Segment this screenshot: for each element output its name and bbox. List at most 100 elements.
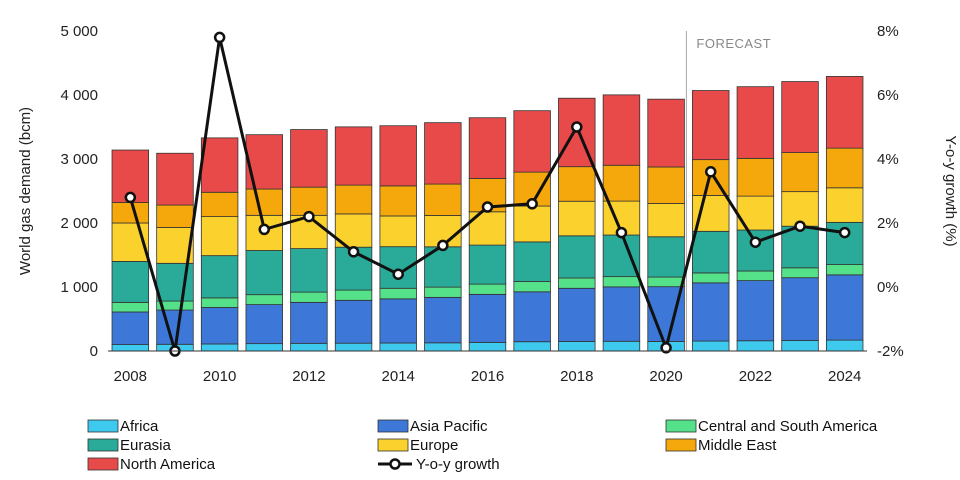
y2-tick-label: -2% [877, 343, 904, 360]
bar-eurasia-2021 [692, 230, 730, 274]
bar-central-and-south-america-2019 [602, 276, 641, 288]
bar-europe-2020 [647, 203, 685, 238]
bar-asia-pacific-2016 [468, 293, 507, 343]
x-tick-label: 2008 [114, 368, 147, 385]
y2-tick-label: 0% [877, 279, 899, 296]
bar-eurasia-2023 [781, 225, 819, 269]
legend-label: Central and South America [698, 418, 878, 435]
bar-north-america-2013 [334, 126, 373, 186]
legend-label: Africa [120, 418, 159, 435]
bar-north-america-2024 [825, 76, 864, 149]
y-tick-label: 1 000 [60, 279, 98, 296]
x-tick-label: 2012 [292, 368, 325, 385]
bar-north-america-2015 [424, 122, 462, 185]
bar-north-america-2019 [602, 94, 641, 166]
y-tick-label: 3 000 [60, 151, 98, 168]
bar-north-america-2017 [513, 110, 551, 173]
growth-point-2014 [392, 268, 404, 280]
y2-tick-label: 4% [877, 151, 899, 168]
growth-point-2019 [615, 226, 628, 239]
bar-central-and-south-america-2016 [468, 283, 507, 295]
bar-africa-2024 [825, 339, 864, 352]
bar-middle-east-2020 [647, 166, 685, 204]
bar-central-and-south-america-2018 [558, 277, 596, 289]
bar-middle-east-2010 [200, 191, 239, 217]
bar-middle-east-2008 [111, 202, 150, 224]
bar-north-america-2023 [781, 81, 819, 153]
bar-africa-2019 [602, 340, 641, 352]
y2-axis-title: Y-o-y growth (%) [942, 135, 959, 246]
bar-eurasia-2010 [200, 255, 239, 299]
y2-tick-label: 2% [877, 215, 899, 232]
bar-africa-2016 [468, 341, 507, 352]
legend-label: Asia Pacific [410, 418, 488, 435]
bar-africa-2013 [334, 342, 373, 352]
growth-point-2017 [526, 198, 538, 210]
legend-swatch [665, 419, 697, 433]
legend-label: Eurasia [120, 437, 172, 454]
legend-swatch [665, 438, 697, 452]
growth-point-2013 [347, 246, 360, 258]
bar-north-america-2020 [647, 98, 685, 168]
bar-asia-pacific-2010 [200, 307, 239, 345]
bar-asia-pacific-2023 [781, 277, 819, 341]
y-axis-title: World gas demand (bcm) [17, 107, 34, 275]
bar-europe-2017 [513, 205, 551, 243]
legend-label: Y-o-y growth [416, 456, 500, 473]
bar-middle-east-2014 [379, 185, 417, 217]
legend: Africa Asia Pacific Central and South Amer… [87, 418, 878, 473]
y-tick-label: 4 000 [60, 87, 98, 104]
bar-central-and-south-america-2024 [825, 264, 864, 276]
bar-middle-east-2018 [558, 166, 596, 202]
bar-europe-2024 [825, 187, 864, 223]
bar-africa-2023 [781, 340, 819, 352]
growth-point-2016 [481, 201, 494, 213]
bar-north-america-2021 [692, 90, 730, 161]
bar-central-and-south-america-2008 [111, 301, 150, 313]
bar-central-and-south-america-2012 [290, 291, 328, 303]
legend-marker [389, 458, 401, 470]
bar-asia-pacific-2009 [156, 309, 194, 345]
x-tick-label: 2024 [828, 368, 861, 385]
bar-asia-pacific-2019 [602, 286, 641, 342]
growth-point-2018 [571, 121, 583, 133]
bar-middle-east-2009 [156, 204, 194, 228]
bar-central-and-south-america-2013 [334, 289, 373, 301]
growth-line [124, 31, 851, 357]
growth-point-2024 [838, 226, 851, 239]
bar-eurasia-2008 [111, 260, 150, 303]
bar-africa-2018 [558, 340, 596, 352]
x-tick-label: 2016 [471, 368, 504, 385]
bar-africa-2011 [245, 343, 283, 352]
stacked-bars [111, 76, 864, 352]
bar-asia-pacific-2022 [736, 280, 775, 342]
bar-central-and-south-america-2014 [379, 287, 417, 300]
bar-central-and-south-america-2011 [245, 294, 283, 305]
bar-africa-2014 [379, 342, 417, 352]
x-tick-label: 2020 [649, 368, 682, 385]
bar-europe-2022 [736, 195, 775, 231]
legend-swatch [87, 457, 119, 471]
axes: 0 1 000 2 000 3 000 4 000 5 000 -2% 0% 2% 4% 6% 8% 2… [60, 23, 903, 385]
bar-eurasia-2019 [602, 234, 641, 278]
growth-point-2015 [437, 239, 449, 252]
bar-middle-east-2024 [825, 147, 864, 189]
growth-point-2023 [794, 220, 806, 232]
bar-eurasia-2018 [558, 235, 596, 279]
bar-asia-pacific-2013 [334, 299, 373, 344]
growth-point-2011 [258, 223, 271, 236]
bar-middle-east-2011 [245, 188, 283, 216]
bar-eurasia-2017 [513, 241, 551, 282]
bar-africa-2010 [200, 343, 239, 352]
bar-north-america-2022 [736, 86, 775, 159]
bar-eurasia-2011 [245, 250, 283, 296]
bar-central-and-south-america-2017 [513, 281, 551, 293]
x-tick-label: 2022 [739, 368, 772, 385]
bar-asia-pacific-2024 [825, 274, 864, 341]
bar-middle-east-2022 [736, 157, 775, 197]
bar-asia-pacific-2017 [513, 291, 551, 343]
x-tick-label: 2018 [560, 368, 593, 385]
bar-asia-pacific-2011 [245, 304, 283, 345]
bar-central-and-south-america-2023 [781, 267, 819, 279]
